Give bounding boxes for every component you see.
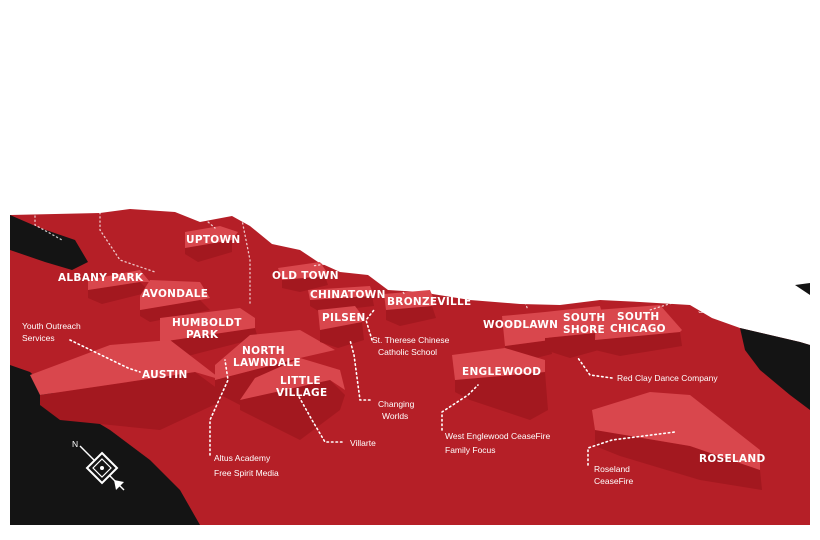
label-englewood: ENGLEWOOD xyxy=(462,366,541,378)
org-uptown-1a: Refugee One xyxy=(170,116,221,126)
org-changing-worlds-2: Worlds xyxy=(382,411,408,421)
lake-right xyxy=(740,328,810,410)
label-bronzeville: BRONZEVILLE xyxy=(387,296,471,308)
org-altus-2: Free Spirit Media xyxy=(214,468,279,478)
label-roseland: ROSELAND xyxy=(699,453,765,465)
org-roseland-ceasefire-2: CeaseFire xyxy=(594,476,633,486)
label-pilsen: PILSEN xyxy=(322,312,366,324)
leader-south-chicago-orgs xyxy=(649,285,689,311)
org-roseland-ceasefire-1: Roseland xyxy=(594,464,630,474)
leader-villarte xyxy=(297,394,343,443)
org-old-town-4: Old Town Merchants and xyxy=(365,165,459,175)
org-changing-worlds-1: Changing xyxy=(378,399,415,409)
leader-old-town-orgs xyxy=(311,124,359,267)
compass-north-label: N xyxy=(72,439,78,449)
org-woodlawn-1: Hyde and Park Public Center for the Arts xyxy=(525,259,678,269)
block-uptown[interactable] xyxy=(185,226,238,262)
org-uptown-2c: West Town Bikes xyxy=(202,183,266,193)
block-avondale[interactable] xyxy=(140,280,210,322)
label-chinatown: CHINATOWN xyxy=(310,289,386,301)
label-south-shore-line1: SOUTH xyxy=(563,312,605,324)
org-uptown-1b: Uptown United xyxy=(170,130,226,140)
leader-roseland-ceasefire xyxy=(587,431,676,466)
label-south-shore-line2: SHORE xyxy=(563,324,605,336)
block-old-town[interactable] xyxy=(278,262,328,292)
label-humboldt-park-line1: HUMBOLDT xyxy=(172,317,242,329)
compass-north-icon xyxy=(79,445,125,491)
leader-red-clay xyxy=(577,357,613,379)
org-south-chicago-1: YMCA xyxy=(692,280,717,290)
label-south-chicago-line1: SOUTH xyxy=(617,311,659,323)
block-chinatown[interactable] xyxy=(308,286,374,312)
label-woodlawn: WOODLAWN xyxy=(483,319,558,331)
label-humboldt-park-line2: PARK xyxy=(186,329,219,341)
org-uptown-2b: New Horizons Arts Council xyxy=(202,168,303,178)
label-uptown: UPTOWN xyxy=(186,234,240,246)
label-little-village-line1: LITTLE xyxy=(280,375,321,387)
label-old-town: OLD TOWN xyxy=(272,270,339,282)
org-old-town-2: Old Town Triangle Association xyxy=(365,137,479,147)
leader-altus xyxy=(209,359,229,456)
org-villarte: Villarte xyxy=(350,438,376,448)
leader-west-englewood xyxy=(441,384,479,431)
leader-bronzeville-orgs xyxy=(387,229,406,296)
block-pilsen[interactable] xyxy=(318,306,364,348)
lake-top-left xyxy=(10,215,88,270)
org-bronzeville-3: The Hegewisch Club xyxy=(395,255,474,265)
org-bronzeville-1: Good Community Development Corporation xyxy=(395,226,561,236)
org-youth-outreach-2: Services xyxy=(22,333,55,343)
block-bronzeville[interactable] xyxy=(384,290,436,326)
label-south-chicago-line2: CHICAGO xyxy=(610,323,666,335)
leader-changing-worlds xyxy=(349,339,371,401)
org-south-chicago-3: Studios xyxy=(698,305,726,315)
org-avondale-assoc-2: Association xyxy=(104,97,148,107)
org-old-town-5: Residents Association xyxy=(365,176,448,186)
org-pilsen-school-1: St. Therese Chinese xyxy=(372,335,450,345)
block-south-shore[interactable] xyxy=(545,306,606,358)
org-pilsen-school-2: Catholic School xyxy=(378,347,437,357)
org-south-chicago-2: Under the Bridge xyxy=(692,294,757,304)
leader-youth-outreach xyxy=(69,339,141,373)
block-little-village[interactable] xyxy=(240,358,345,440)
label-north-lawndale-line2: LAWNDALE xyxy=(233,357,301,369)
leader-north-river xyxy=(34,47,63,241)
label-austin: AUSTIN xyxy=(142,369,188,381)
label-north-lawndale-line1: NORTH xyxy=(242,345,285,357)
label-albany-park: ALBANY PARK xyxy=(58,272,144,284)
org-west-englewood-1: West Englewood CeaseFire xyxy=(445,431,550,441)
org-north-river-2: North Park Community High School xyxy=(40,55,174,65)
org-old-town-1: New North Wells Program xyxy=(365,121,463,131)
leader-woodlawn-orgs xyxy=(517,261,529,311)
org-north-river-1: North River Commission xyxy=(40,40,132,50)
org-altus-1: Altus Academy xyxy=(214,453,271,463)
org-west-englewood-2: Family Focus xyxy=(445,445,496,455)
leader-uptown-1 xyxy=(165,121,216,229)
org-uptown-2a: Chicago Public Library xyxy=(202,153,288,163)
leader-uptown-2 xyxy=(195,157,251,306)
block-roseland[interactable] xyxy=(592,392,762,490)
lake-notch-right xyxy=(795,283,810,295)
org-woodlawn-2: Woodlawn Church of God xyxy=(525,274,622,284)
block-englewood[interactable] xyxy=(452,348,548,420)
block-south-chicago[interactable] xyxy=(595,305,682,356)
org-old-town-3: and Old Town Art Fair xyxy=(365,148,447,158)
org-avondale-assoc-1: Avondale Neighborhood xyxy=(104,86,195,96)
label-avondale: AVONDALE xyxy=(142,288,208,300)
org-red-clay: Red Clay Dance Company xyxy=(617,373,718,383)
leader-avondale-assoc xyxy=(99,94,156,273)
org-youth-outreach-1: Youth Outreach xyxy=(22,321,81,331)
block-albany-park[interactable] xyxy=(88,270,150,304)
block-humboldt-park[interactable] xyxy=(160,308,258,358)
label-little-village-line2: VILLAGE xyxy=(276,387,327,399)
org-bronzeville-2: South Side Community Arts Center xyxy=(395,240,527,250)
